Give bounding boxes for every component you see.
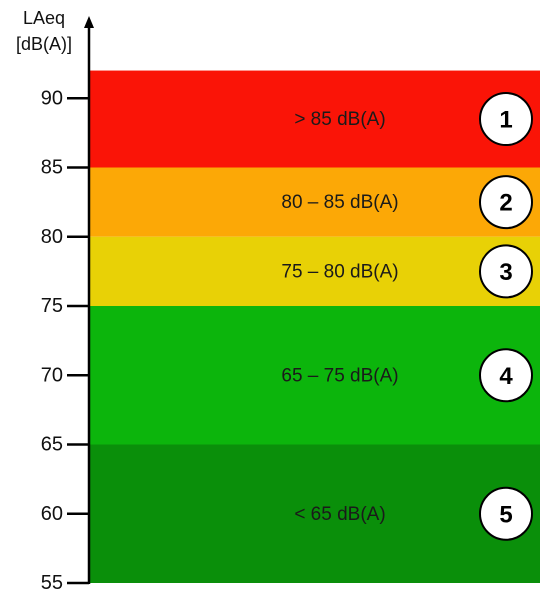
y-tick-label: 65: [41, 434, 63, 456]
band-4: 65 – 75 dB(A) 4: [89, 306, 540, 445]
band-1-number: 1: [499, 107, 512, 134]
band-1-area: [89, 70, 540, 168]
band-2-area: [89, 167, 540, 237]
y-tick-60: 60: [41, 503, 89, 525]
bands: > 85 dB(A) 1 80 – 85 dB(A) 2 75 – 80 dB(…: [89, 70, 540, 583]
y-axis-unit: [dB(A)]: [16, 34, 72, 54]
band-1: > 85 dB(A) 1: [89, 70, 540, 168]
y-tick-55: 55: [41, 572, 89, 594]
band-4-area: [89, 306, 540, 445]
band-1-label: > 85 dB(A): [294, 109, 385, 130]
band-5-number: 5: [499, 501, 512, 528]
y-axis-title: LAeq: [23, 8, 65, 28]
y-tick-label: 70: [41, 364, 63, 386]
y-axis: LAeq [dB(A)] 90 85 80 75 70 65 60: [16, 8, 94, 594]
y-axis-arrow-icon: [84, 16, 94, 28]
y-tick-label: 80: [41, 226, 63, 248]
band-4-number: 4: [499, 363, 513, 390]
band-2: 80 – 85 dB(A) 2: [89, 167, 540, 237]
band-3-number: 3: [499, 259, 512, 286]
y-tick-label: 85: [41, 157, 63, 179]
band-2-badge: [479, 175, 533, 230]
band-2-label: 80 – 85 dB(A): [281, 192, 398, 213]
y-tick-80: 80: [41, 226, 89, 248]
band-3-label: 75 – 80 dB(A): [281, 261, 398, 282]
y-tick-label: 60: [41, 503, 63, 525]
band-5-label: < 65 dB(A): [294, 504, 385, 525]
band-4-badge: [479, 348, 533, 403]
band-3-badge: [479, 244, 533, 299]
band-5-badge: [479, 486, 533, 541]
band-5-area: [89, 444, 540, 583]
band-5: < 65 dB(A) 5: [89, 444, 540, 583]
y-tick-label: 75: [41, 295, 63, 317]
y-tick-85: 85: [41, 157, 89, 179]
y-tick-90: 90: [41, 87, 89, 109]
band-2-number: 2: [499, 190, 512, 217]
band-3: 75 – 80 dB(A) 3: [89, 236, 540, 306]
y-tick-label: 90: [41, 87, 63, 109]
band-1-badge: [479, 92, 533, 147]
y-tick-65: 65: [41, 434, 89, 456]
y-tick-75: 75: [41, 295, 89, 317]
y-tick-label: 55: [41, 572, 63, 594]
band-4-label: 65 – 75 dB(A): [281, 365, 398, 386]
y-tick-70: 70: [41, 364, 89, 386]
band-3-area: [89, 236, 540, 306]
